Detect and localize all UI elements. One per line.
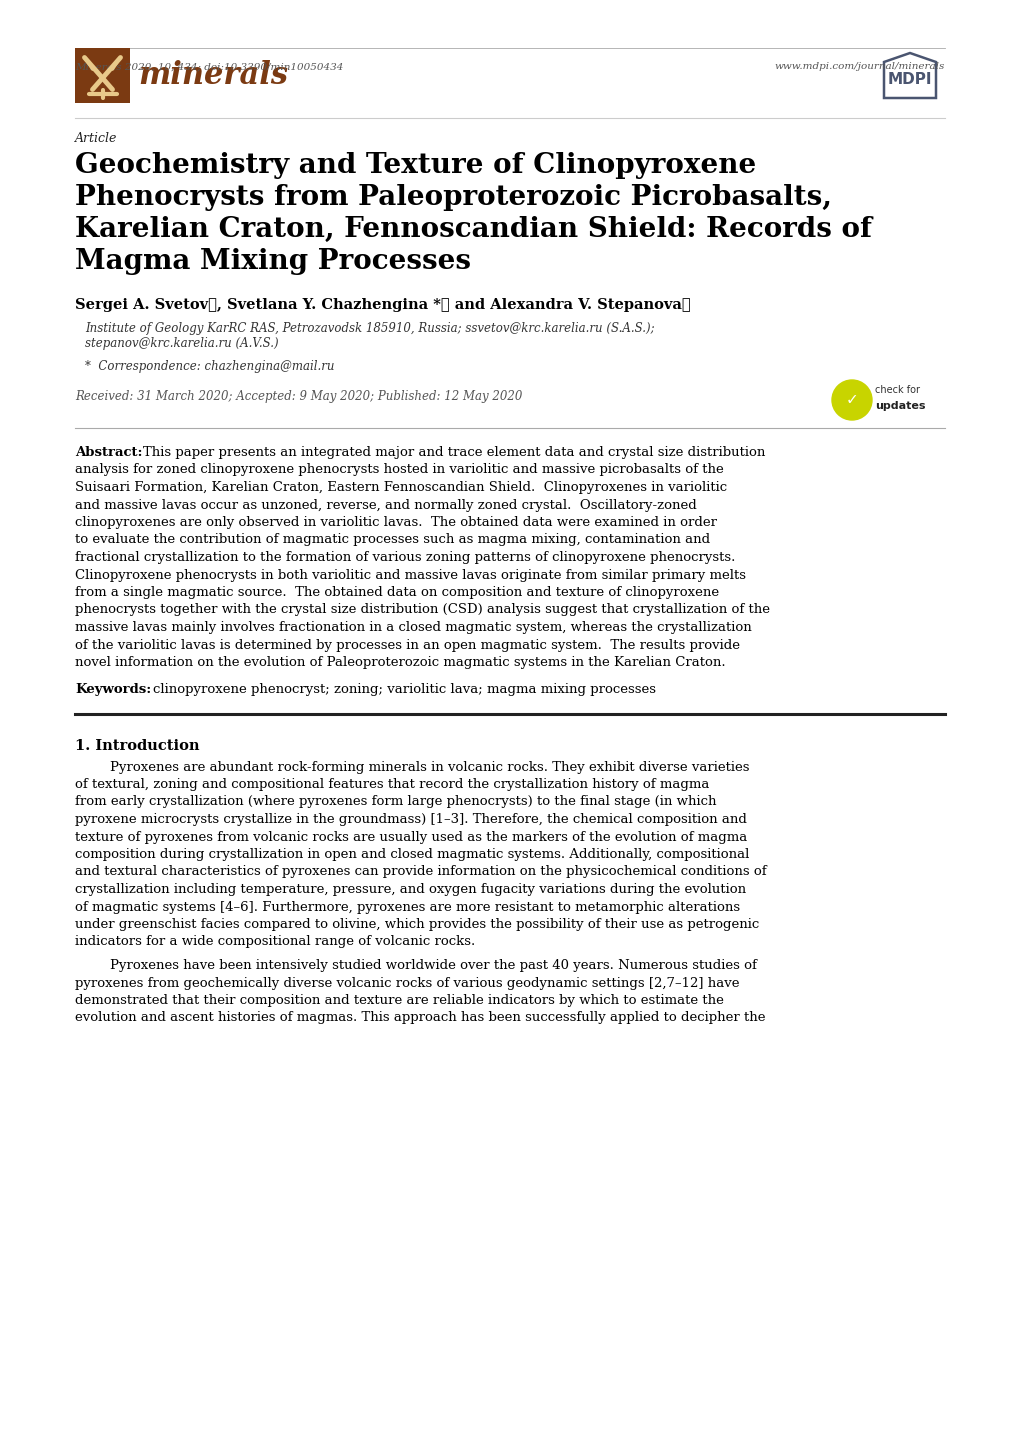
Text: Keywords:: Keywords: <box>75 684 151 696</box>
Text: clinopyroxenes are only observed in variolitic lavas.  The obtained data were ex: clinopyroxenes are only observed in vari… <box>75 516 716 529</box>
Text: Minerals 2020, 10, 434; doi:10.3390/min10050434: Minerals 2020, 10, 434; doi:10.3390/min1… <box>75 62 343 71</box>
Text: and textural characteristics of pyroxenes can provide information on the physico: and textural characteristics of pyroxene… <box>75 865 766 878</box>
Text: composition during crystallization in open and closed magmatic systems. Addition: composition during crystallization in op… <box>75 848 749 861</box>
Text: Sergei A. Svetovⓘ, Svetlana Y. Chazhengina *ⓘ and Alexandra V. Stepanovaⓘ: Sergei A. Svetovⓘ, Svetlana Y. Chazhengi… <box>75 298 690 311</box>
Text: Abstract:: Abstract: <box>75 446 143 459</box>
Text: updates: updates <box>874 401 924 411</box>
Text: ✓: ✓ <box>845 392 858 408</box>
Text: of the variolitic lavas is determined by processes in an open magmatic system.  : of the variolitic lavas is determined by… <box>75 639 739 652</box>
Text: This paper presents an integrated major and trace element data and crystal size : This paper presents an integrated major … <box>143 446 764 459</box>
Text: to evaluate the contribution of magmatic processes such as magma mixing, contami: to evaluate the contribution of magmatic… <box>75 534 709 547</box>
Text: check for: check for <box>874 385 919 395</box>
Text: novel information on the evolution of Paleoproterozoic magmatic systems in the K: novel information on the evolution of Pa… <box>75 656 725 669</box>
Text: pyroxenes from geochemically diverse volcanic rocks of various geodynamic settin: pyroxenes from geochemically diverse vol… <box>75 976 739 989</box>
Text: minerals: minerals <box>138 61 287 91</box>
Text: massive lavas mainly involves fractionation in a closed magmatic system, whereas: massive lavas mainly involves fractionat… <box>75 622 751 634</box>
Text: Magma Mixing Processes: Magma Mixing Processes <box>75 248 471 275</box>
Text: texture of pyroxenes from volcanic rocks are usually used as the markers of the : texture of pyroxenes from volcanic rocks… <box>75 831 747 844</box>
Text: *  Correspondence: chazhengina@mail.ru: * Correspondence: chazhengina@mail.ru <box>85 360 334 373</box>
Text: clinopyroxene phenocryst; zoning; variolitic lava; magma mixing processes: clinopyroxene phenocryst; zoning; variol… <box>153 684 655 696</box>
Text: phenocrysts together with the crystal size distribution (CSD) analysis suggest t: phenocrysts together with the crystal si… <box>75 604 769 617</box>
Text: analysis for zoned clinopyroxene phenocrysts hosted in variolitic and massive pi: analysis for zoned clinopyroxene phenocr… <box>75 463 723 476</box>
Text: pyroxene microcrysts crystallize in the groundmass) [1–3]. Therefore, the chemic: pyroxene microcrysts crystallize in the … <box>75 813 746 826</box>
Text: Suisaari Formation, Karelian Craton, Eastern Fennoscandian Shield.  Clinopyroxen: Suisaari Formation, Karelian Craton, Eas… <box>75 482 727 495</box>
Text: Article: Article <box>75 133 117 146</box>
Text: 1. Introduction: 1. Introduction <box>75 738 200 753</box>
Text: and massive lavas occur as unzoned, reverse, and normally zoned crystal.  Oscill: and massive lavas occur as unzoned, reve… <box>75 499 696 512</box>
Text: from a single magmatic source.  The obtained data on composition and texture of : from a single magmatic source. The obtai… <box>75 585 718 598</box>
Text: www.mdpi.com/journal/minerals: www.mdpi.com/journal/minerals <box>773 62 944 71</box>
Text: Phenocrysts from Paleoproterozoic Picrobasalts,: Phenocrysts from Paleoproterozoic Picrob… <box>75 185 832 211</box>
Text: Karelian Craton, Fennoscandian Shield: Records of: Karelian Craton, Fennoscandian Shield: R… <box>75 216 871 244</box>
Text: MDPI: MDPI <box>887 72 931 87</box>
Text: Pyroxenes are abundant rock-forming minerals in volcanic rocks. They exhibit div: Pyroxenes are abundant rock-forming mine… <box>110 760 749 773</box>
FancyBboxPatch shape <box>75 48 129 102</box>
Text: Geochemistry and Texture of Clinopyroxene: Geochemistry and Texture of Clinopyroxen… <box>75 151 755 179</box>
Text: Clinopyroxene phenocrysts in both variolitic and massive lavas originate from si: Clinopyroxene phenocrysts in both variol… <box>75 568 745 581</box>
Text: demonstrated that their composition and texture are reliable indicators by which: demonstrated that their composition and … <box>75 994 723 1007</box>
Text: indicators for a wide compositional range of volcanic rocks.: indicators for a wide compositional rang… <box>75 936 475 949</box>
Circle shape <box>832 381 871 420</box>
Text: of textural, zoning and compositional features that record the crystallization h: of textural, zoning and compositional fe… <box>75 779 708 792</box>
Text: Pyroxenes have been intensively studied worldwide over the past 40 years. Numero: Pyroxenes have been intensively studied … <box>110 959 756 972</box>
Text: of magmatic systems [4–6]. Furthermore, pyroxenes are more resistant to metamorp: of magmatic systems [4–6]. Furthermore, … <box>75 900 740 913</box>
Text: under greenschist facies compared to olivine, which provides the possibility of : under greenschist facies compared to oli… <box>75 919 758 932</box>
Text: from early crystallization (where pyroxenes form large phenocrysts) to the final: from early crystallization (where pyroxe… <box>75 796 715 809</box>
Text: stepanov@krc.karelia.ru (A.V.S.): stepanov@krc.karelia.ru (A.V.S.) <box>85 337 278 350</box>
Text: evolution and ascent histories of magmas. This approach has been successfully ap: evolution and ascent histories of magmas… <box>75 1011 764 1024</box>
Text: fractional crystallization to the formation of various zoning patterns of clinop: fractional crystallization to the format… <box>75 551 735 564</box>
Text: Received: 31 March 2020; Accepted: 9 May 2020; Published: 12 May 2020: Received: 31 March 2020; Accepted: 9 May… <box>75 389 522 402</box>
Text: Institute of Geology KarRC RAS, Petrozavodsk 185910, Russia; ssvetov@krc.karelia: Institute of Geology KarRC RAS, Petrozav… <box>85 322 654 335</box>
Text: crystallization including temperature, pressure, and oxygen fugacity variations : crystallization including temperature, p… <box>75 883 745 895</box>
